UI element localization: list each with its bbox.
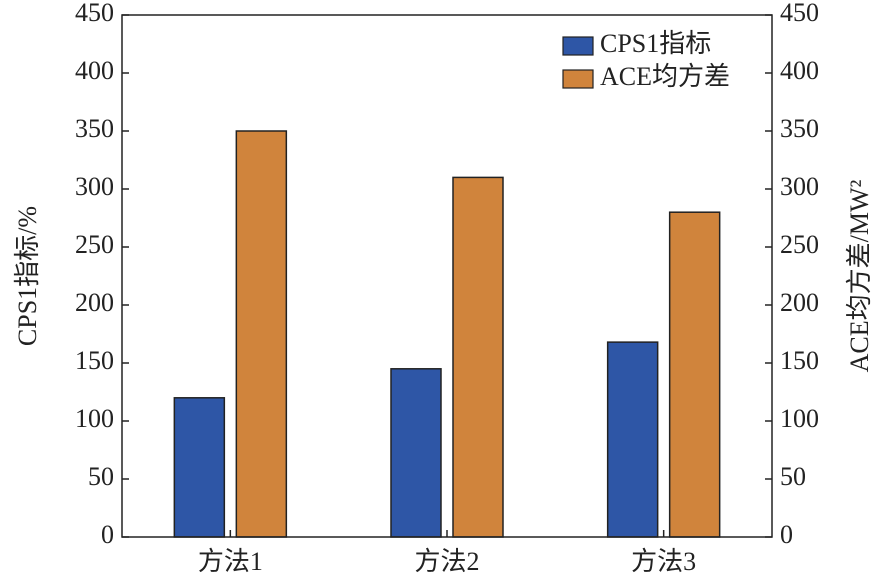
y2-tick-label: 400 xyxy=(780,56,819,85)
y-tick-label: 200 xyxy=(75,288,114,317)
legend-label: CPS1指标 xyxy=(600,29,711,58)
bar xyxy=(452,176,504,538)
y-axis-title: CPS1指标/% xyxy=(13,206,42,346)
y2-tick-label: 100 xyxy=(780,404,819,433)
x-tick-label: 方法1 xyxy=(198,547,263,576)
y2-tick-label: 50 xyxy=(780,462,806,491)
y-tick-label: 150 xyxy=(75,346,114,375)
plot-frame xyxy=(121,14,773,538)
legend-swatch xyxy=(562,36,594,56)
y2-tick-label: 250 xyxy=(780,230,819,259)
legend-swatch xyxy=(562,69,594,89)
x-tick-label: 方法2 xyxy=(414,547,479,576)
bar xyxy=(606,341,659,538)
bar xyxy=(390,368,442,538)
y2-tick-label: 0 xyxy=(780,520,793,549)
y2-tick-label: 300 xyxy=(780,172,819,201)
legend-label: ACE均方差 xyxy=(600,62,730,91)
bar xyxy=(173,397,226,538)
y2-tick-label: 450 xyxy=(780,0,819,27)
bar xyxy=(235,130,288,538)
y-tick-label: 350 xyxy=(75,114,114,143)
y-tick-label: 450 xyxy=(75,0,114,27)
bar xyxy=(668,211,721,538)
y-tick-label: 300 xyxy=(75,172,114,201)
y2-tick-label: 350 xyxy=(780,114,819,143)
x-tick-label: 方法3 xyxy=(631,547,696,576)
y-tick-label: 250 xyxy=(75,230,114,259)
y2-axis-title: ACE均方差/MW² xyxy=(845,179,874,372)
y-tick-label: 100 xyxy=(75,404,114,433)
y2-tick-label: 200 xyxy=(780,288,819,317)
y2-tick-label: 150 xyxy=(780,346,819,375)
y-tick-label: 50 xyxy=(88,462,114,491)
y-tick-label: 0 xyxy=(101,520,114,549)
y-tick-label: 400 xyxy=(75,56,114,85)
